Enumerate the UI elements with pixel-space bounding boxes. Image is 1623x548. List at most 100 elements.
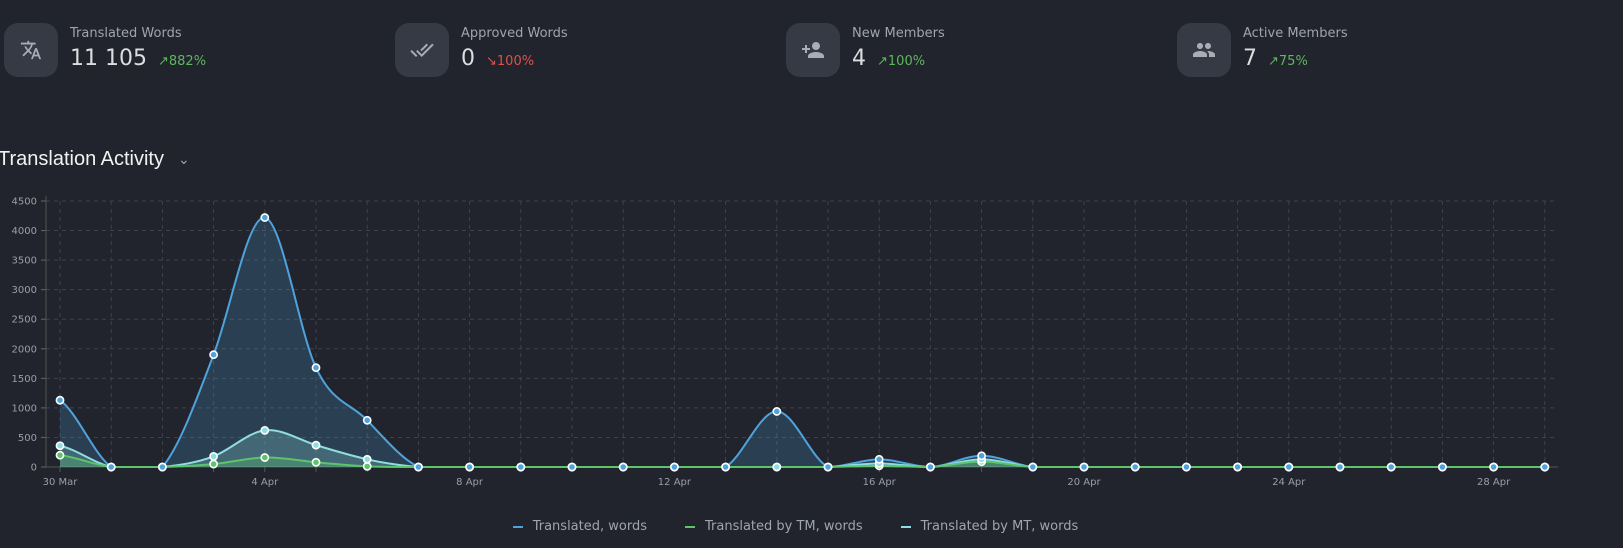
y-tick-label: 2500 (12, 315, 37, 326)
stat-change: 100% (887, 54, 926, 69)
data-point (311, 363, 321, 373)
data-point (1284, 462, 1294, 472)
x-tick-label: 20 Apr (1067, 477, 1101, 488)
stat-label: Approved Words (461, 26, 568, 41)
data-point (311, 440, 321, 450)
data-point (874, 454, 884, 464)
trend-up-icon: ↗ (157, 54, 169, 69)
legend-swatch (512, 525, 523, 528)
section-title-dropdown[interactable]: Translation Activity ⌄ (0, 148, 190, 171)
y-tick-label: 3500 (12, 256, 37, 267)
data-point (106, 462, 116, 472)
stat-card-approved-words: Approved Words 0 ↘ 100% (395, 23, 568, 77)
trend-up-icon: ↗ (1268, 54, 1279, 69)
stat-label: Translated Words (70, 26, 182, 41)
stat-change: 882% (168, 54, 207, 69)
data-point (157, 462, 167, 472)
data-point (618, 462, 628, 472)
trend-down-icon: ↘ (486, 54, 497, 69)
data-point (516, 462, 526, 472)
x-tick-label: 4 Apr (251, 477, 279, 488)
data-point (260, 425, 270, 435)
stat-change: 100% (496, 54, 535, 69)
data-point (1079, 462, 1089, 472)
x-tick-label: 16 Apr (863, 477, 897, 488)
data-point (567, 462, 577, 472)
data-point (670, 462, 679, 472)
y-tick-label: 2000 (12, 344, 37, 355)
data-point (465, 462, 474, 472)
legend-label: Translated by MT, words (920, 519, 1079, 534)
data-point (362, 462, 372, 471)
data-point (1335, 462, 1345, 472)
data-point (311, 457, 321, 467)
trend-up-icon: ↗ (877, 54, 888, 69)
people-icon (1177, 23, 1231, 77)
data-point (721, 462, 730, 472)
series-area (60, 430, 1545, 467)
legend-label: Translated by TM, words (705, 519, 863, 534)
stat-value: 11 105 (70, 46, 147, 71)
stat-card-active-members: Active Members 7 ↗ 75% (1177, 23, 1348, 77)
data-point (1386, 462, 1396, 472)
legend-item-tm[interactable]: Translated by TM, words (685, 519, 863, 534)
chevron-down-icon[interactable]: ⌄ (178, 151, 190, 167)
person-add-icon (786, 23, 840, 77)
data-point (362, 415, 372, 425)
x-tick-label: 30 Mar (43, 477, 79, 488)
data-point (55, 395, 65, 405)
x-tick-label: 28 Apr (1477, 477, 1511, 488)
legend-item-mt[interactable]: Translated by MT, words (900, 519, 1079, 534)
data-point (1233, 462, 1242, 472)
y-tick-label: 500 (18, 433, 37, 444)
data-point (1130, 462, 1140, 472)
y-tick-label: 3000 (12, 285, 37, 296)
data-point (209, 459, 218, 469)
stat-value: 7 (1243, 46, 1257, 71)
legend-label: Translated, words (532, 519, 647, 534)
data-point (55, 441, 65, 451)
series-area (60, 217, 1545, 467)
data-point (1540, 462, 1550, 472)
translate-icon (4, 23, 58, 77)
data-point (1438, 462, 1447, 472)
data-point (823, 462, 833, 472)
legend-item-translated[interactable]: Translated, words (512, 519, 647, 534)
y-tick-label: 1500 (12, 374, 37, 385)
stat-card-translated-words: Translated Words 11 105 ↗ 882% (4, 23, 206, 77)
section-title: Translation Activity (0, 148, 164, 170)
y-tick-label: 4500 (12, 197, 37, 208)
stat-label: Active Members (1243, 26, 1348, 41)
data-point (772, 407, 782, 416)
x-tick-label: 24 Apr (1272, 477, 1306, 488)
chart-legend: Translated, words Translated by TM, word… (0, 519, 1607, 534)
y-tick-label: 0 (31, 463, 37, 474)
data-point (1028, 462, 1038, 472)
data-point (209, 350, 218, 360)
data-point (260, 213, 270, 222)
x-tick-label: 8 Apr (456, 477, 484, 488)
data-point (55, 450, 65, 460)
data-point (772, 462, 782, 472)
y-tick-label: 4000 (12, 226, 37, 237)
translation-activity-chart: 0 500 1000 1500 2000 2500 3000 3500 4000 4500 30 M… (12, 196, 1558, 488)
data-point (362, 454, 372, 464)
data-point (209, 451, 218, 461)
data-point (260, 453, 270, 462)
data-point (1182, 462, 1191, 472)
x-tick-label: 12 Apr (658, 477, 692, 488)
data-point (977, 451, 986, 461)
y-tick-label: 1000 (12, 403, 37, 414)
series-area (60, 455, 1545, 467)
stat-card-new-members: New Members 4 ↗ 100% (786, 23, 945, 77)
stat-label: New Members (852, 26, 945, 41)
stat-value: 4 (852, 46, 866, 71)
stat-change: 75% (1278, 54, 1308, 69)
legend-swatch (685, 525, 695, 528)
stat-value: 0 (461, 46, 475, 71)
data-point (1489, 462, 1498, 472)
data-point (413, 462, 423, 472)
legend-swatch (900, 525, 911, 528)
data-point (926, 462, 935, 472)
double-check-icon (395, 23, 449, 77)
